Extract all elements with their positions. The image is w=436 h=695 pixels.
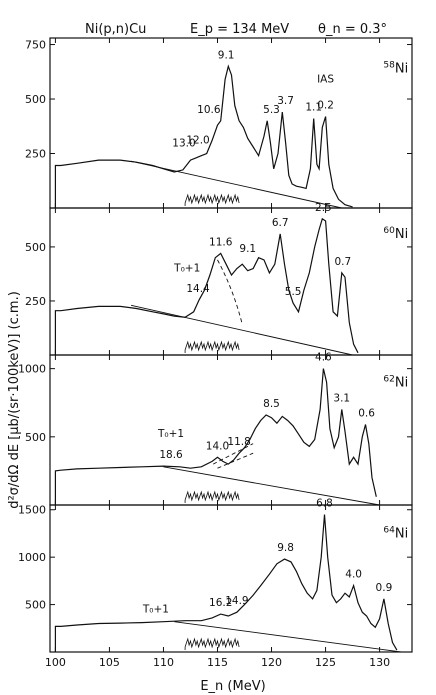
peak-label-60Ni: 5.5 [285, 286, 302, 298]
peak-label-58Ni: 13.0 [172, 138, 195, 150]
panels-group: 250 500 750 9.1 10.6 12.013.0 5.33.7 1.10.2 IAS 5… [18, 37, 413, 669]
peak-label-60Ni: 6.7 [272, 217, 289, 229]
residual-trace-58Ni [184, 193, 240, 207]
spectrum-line-58Ni [54, 64, 353, 208]
peak-label-60Ni: T₀+1 [173, 262, 200, 274]
y-tick-label-62Ni: 500 [25, 431, 46, 444]
peak-label-64Ni: 6.8 [316, 497, 333, 509]
peak-label-64Ni: 0.9 [376, 582, 393, 594]
peak-label-64Ni: 4.0 [345, 569, 362, 581]
target-label-58Ni: 58Ni [383, 61, 408, 77]
peak-label-58Ni: 3.7 [277, 95, 294, 107]
dashed-fit-a-62Ni [212, 443, 254, 465]
x-axis-label: E_n (MeV) [200, 679, 265, 694]
peak-label-58Ni: IAS [317, 73, 334, 85]
spectrum-line-62Ni [54, 368, 377, 505]
peak-label-64Ni: T₀+1 [142, 604, 169, 616]
spectrum-line-60Ni [54, 217, 359, 355]
y-axis-label: d²σ/dΩ dE [μb/(sr·100keV)] (c.m.) [7, 291, 22, 509]
angle-label: θ_n = 0.3° [318, 22, 387, 37]
peak-label-62Ni: T₀+1 [157, 428, 184, 440]
y-tick-label-64Ni: 500 [25, 599, 46, 612]
y-tick-label-58Ni: 250 [25, 148, 46, 161]
peak-label-58Ni: 0.2 [317, 99, 334, 111]
y-tick-label-60Ni: 500 [25, 241, 46, 254]
peak-label-60Ni: 9.1 [239, 243, 256, 255]
peak-label-58Ni: 1.1 [305, 102, 322, 114]
beam-energy-label: E_p = 134 MeV [190, 22, 289, 37]
y-tick-label-64Ni: 1500 [18, 504, 46, 517]
residual-trace-60Ni [184, 340, 240, 354]
x-tick-label: 100 [45, 656, 66, 669]
target-label-64Ni: 64Ni [383, 525, 408, 541]
x-tick-label: 105 [99, 656, 120, 669]
peak-label-64Ni: 9.8 [277, 542, 294, 554]
x-tick-label: 115 [207, 656, 228, 669]
spectrum-line-64Ni [54, 514, 398, 652]
reaction-label: Ni(p,n)Cu [85, 22, 146, 37]
peak-label-60Ni: 11.6 [209, 236, 233, 248]
background-curve-62Ni [163, 466, 380, 506]
peak-label-62Ni: 4.6 [315, 352, 332, 364]
y-tick-label-58Ni: 750 [25, 39, 46, 52]
residual-trace-64Ni [184, 637, 240, 651]
panel-frame-60Ni [49, 207, 413, 356]
peak-label-60Ni: 0.7 [334, 256, 351, 268]
panel-frame-62Ni [49, 354, 413, 506]
peak-label-60Ni: 2.5 [315, 202, 332, 214]
target-label-60Ni: 60Ni [383, 226, 408, 242]
peak-label-62Ni: 14.0 [206, 440, 229, 452]
x-tick-label: 130 [369, 656, 390, 669]
x-tick-label: 120 [261, 656, 282, 669]
y-tick-label-64Ni: 1000 [18, 551, 46, 564]
background-curve-64Ni [174, 621, 402, 653]
peak-label-58Ni: 10.6 [197, 104, 221, 116]
y-tick-label-60Ni: 250 [25, 295, 46, 308]
peak-label-58Ni: 9.1 [218, 49, 235, 61]
peak-label-64Ni: 16.2 [209, 597, 232, 609]
peak-label-64Ni: 14.9 [225, 595, 248, 607]
background-curve-60Ni [130, 304, 353, 356]
x-tick-label: 110 [153, 656, 174, 669]
background-curve-58Ni [130, 160, 342, 209]
y-tick-label-62Ni: 1000 [18, 363, 46, 376]
peak-label-58Ni: 12.0 [186, 134, 209, 146]
peak-label-62Ni: 0.6 [358, 408, 375, 420]
peak-label-60Ni: 14.4 [186, 283, 210, 295]
peak-label-62Ni: 8.5 [263, 398, 280, 410]
peak-label-62Ni: 18.6 [159, 449, 183, 461]
x-tick-label: 125 [315, 656, 336, 669]
dashed-fit-60Ni [217, 259, 243, 325]
panel-frame-58Ni [49, 37, 413, 209]
panel-frame-64Ni [49, 504, 413, 653]
peak-label-62Ni: 3.1 [333, 393, 350, 405]
peak-label-62Ni: 11.8 [227, 436, 250, 448]
residual-trace-62Ni [184, 490, 240, 504]
target-label-62Ni: 62Ni [383, 374, 408, 390]
y-tick-label-58Ni: 500 [25, 93, 46, 106]
peak-label-58Ni: 5.3 [263, 104, 280, 116]
